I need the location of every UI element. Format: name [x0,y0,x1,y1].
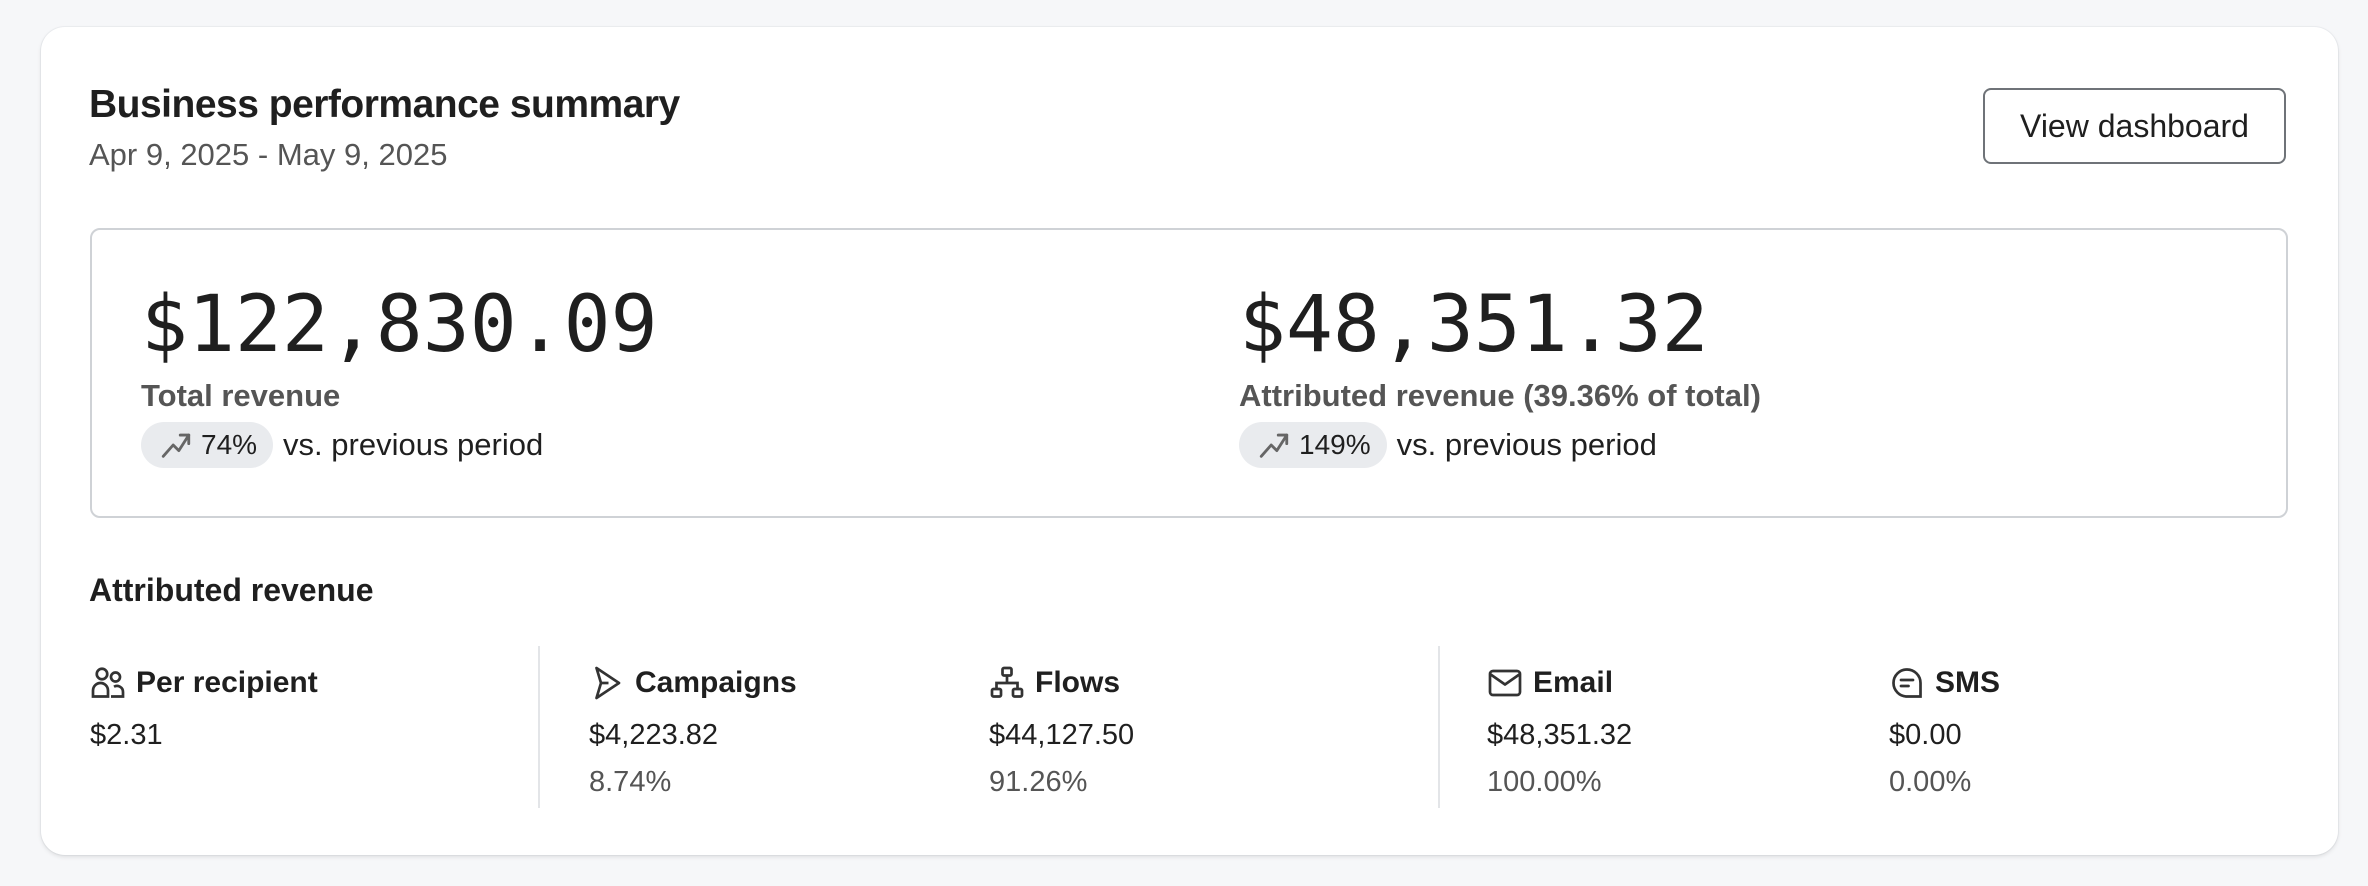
attributed-revenue-value: $48,351.32 [1239,280,1709,370]
metric-value: $0.00 [1889,719,1962,751]
attributed-revenue-heading: Attributed revenue [89,572,374,608]
total-revenue-value: $122,830.09 [141,280,658,370]
email-metric: Email $48,351.32 100.00% [1487,663,1632,799]
comparison-text: vs. previous period [1396,427,1657,462]
per-recipient-metric: Per recipient $2.31 [90,663,318,752]
trending-up-icon [161,433,191,458]
business-performance-card: Business performance summary Apr 9, 2025… [41,27,2338,855]
flow-icon [990,666,1024,698]
change-badge: 74% [141,422,274,468]
date-range: Apr 9, 2025 - May 9, 2025 [89,137,448,172]
attributed-revenue-label: Attributed revenue (39.36% of total) [1239,378,1761,413]
total-revenue-kpi: $122,830.09 Total revenue 74% vs. previo… [141,280,658,468]
flows-metric: Flows $44,127.50 91.26% [989,663,1134,799]
metric-percent: 0.00% [1889,766,1972,798]
column-divider [1438,646,1440,808]
metric-label: Per recipient [136,666,318,699]
mail-icon [1488,669,1522,697]
metric-label: Email [1533,666,1614,699]
metric-label: Flows [1035,666,1121,699]
change-value: 74% [201,429,258,460]
metric-label: SMS [1935,666,2001,699]
change-value: 149% [1299,429,1371,460]
metric-percent: 8.74% [589,766,672,798]
attributed-revenue-kpi: $48,351.32 Attributed revenue (39.36% of… [1239,280,1761,468]
revenue-summary-box: $122,830.09 Total revenue 74% vs. previo… [90,228,2288,518]
message-icon [1892,668,1922,698]
send-icon [595,666,621,700]
column-divider [538,646,540,808]
sms-metric: SMS $0.00 0.00% [1889,663,2000,799]
metric-percent: 91.26% [989,766,1088,798]
metric-percent: 100.00% [1487,766,1602,798]
comparison-text: vs. previous period [283,427,544,462]
metric-value: $48,351.32 [1487,719,1633,751]
total-revenue-label: Total revenue [141,378,341,413]
trending-up-icon [1259,433,1289,458]
metric-value: $2.31 [90,719,163,751]
metric-label: Campaigns [635,666,797,699]
metric-value: $4,223.82 [589,719,719,751]
campaigns-metric: Campaigns $4,223.82 8.74% [589,663,797,799]
metric-value: $44,127.50 [989,719,1135,751]
card-title: Business performance summary [89,83,680,126]
users-icon [91,667,125,698]
view-dashboard-button[interactable]: View dashboard [1983,88,2286,164]
change-badge: 149% [1239,422,1387,468]
